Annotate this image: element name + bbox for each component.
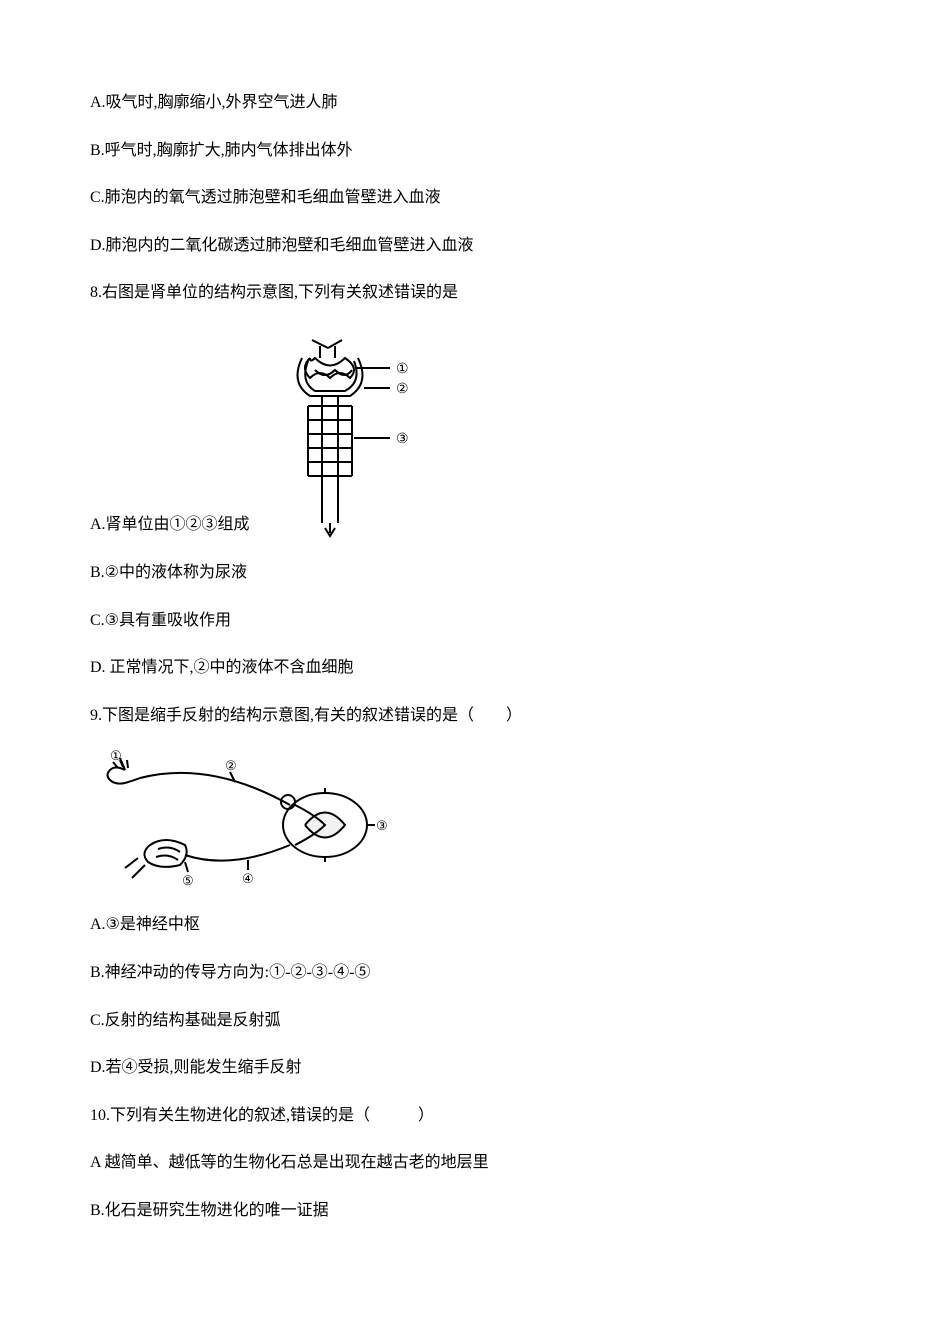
q8-option-d: D. 正常情况下,②中的液体不含血细胞 bbox=[90, 655, 860, 681]
svg-text:②: ② bbox=[396, 382, 409, 397]
q7-option-d: D.肺泡内的二氧化碳透过肺泡壁和毛细血管壁进入血液 bbox=[90, 233, 860, 259]
nephron-diagram: ① ② ③ bbox=[260, 328, 490, 538]
svg-text:①: ① bbox=[110, 750, 122, 763]
svg-text:③: ③ bbox=[396, 432, 409, 447]
svg-text:④: ④ bbox=[242, 871, 254, 886]
q9-option-c: C.反射的结构基础是反射弧 bbox=[90, 1008, 860, 1034]
q9-stem: 9.下图是缩手反射的结构示意图,有关的叙述错误的是（ ） bbox=[90, 703, 860, 729]
q7-option-b: B.呼气时,胸廓扩大,肺内气体排出体外 bbox=[90, 138, 860, 164]
q8-option-c: C.③具有重吸收作用 bbox=[90, 608, 860, 634]
q8-option-b: B.②中的液体称为尿液 bbox=[90, 560, 860, 586]
q9-option-a: A.③是神经中枢 bbox=[90, 912, 860, 938]
q10-stem: 10.下列有关生物进化的叙述,错误的是（ ） bbox=[90, 1103, 860, 1129]
svg-text:②: ② bbox=[225, 758, 237, 773]
q7-option-a: A.吸气时,胸廓缩小,外界空气进人肺 bbox=[90, 90, 860, 116]
q10-option-b: B.化石是研究生物进化的唯一证据 bbox=[90, 1198, 860, 1224]
reflex-arc-diagram: ① ② ③ ④ ⑤ bbox=[90, 750, 390, 890]
svg-text:③: ③ bbox=[376, 818, 388, 833]
svg-text:⑤: ⑤ bbox=[182, 873, 194, 888]
q7-option-c: C.肺泡内的氧气透过肺泡壁和毛细血管壁进入血液 bbox=[90, 185, 860, 211]
q8-option-a: A.肾单位由①②③组成 bbox=[90, 512, 250, 538]
q8-stem: 8.右图是肾单位的结构示意图,下列有关叙述错误的是 bbox=[90, 280, 860, 306]
q10-option-a: A 越简单、越低等的生物化石总是出现在越古老的地层里 bbox=[90, 1150, 860, 1176]
svg-text:①: ① bbox=[396, 362, 409, 377]
q9-option-d: D.若④受损,则能发生缩手反射 bbox=[90, 1055, 860, 1081]
q9-option-b: B.神经冲动的传导方向为:①-②-③-④-⑤ bbox=[90, 960, 860, 986]
